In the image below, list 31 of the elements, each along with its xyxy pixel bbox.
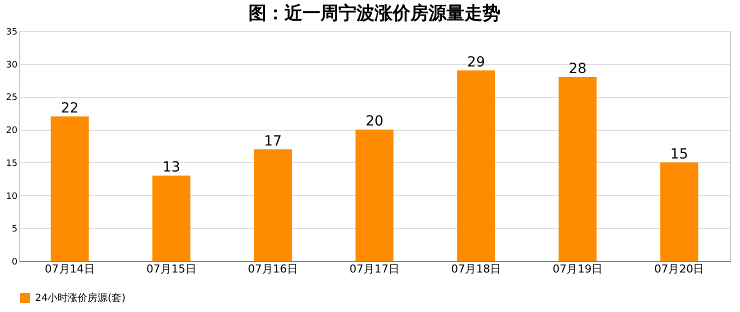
bar (50, 116, 89, 261)
data-label: 28 (568, 61, 587, 77)
y-tick-label: 5 (12, 224, 18, 235)
bar (660, 162, 698, 261)
data-label: 15 (670, 146, 688, 162)
y-tick-label: 20 (6, 126, 18, 136)
y-tick-label: 15 (6, 158, 18, 169)
bar (457, 70, 496, 261)
data-label: 17 (264, 133, 282, 150)
bar (558, 77, 597, 261)
x-tick-label: 07月17日 (350, 262, 400, 276)
y-tick-label: 25 (6, 93, 18, 104)
data-label: 22 (60, 100, 79, 116)
x-tick-label: 07月14日 (44, 262, 95, 276)
data-label: 29 (467, 54, 485, 70)
x-tick-label: 07月18日 (451, 262, 502, 276)
y-tick-label: 0 (12, 258, 18, 268)
bar (152, 176, 190, 261)
data-label: 20 (366, 114, 384, 130)
x-tick-label: 07月16日 (248, 262, 298, 276)
bar (356, 130, 394, 261)
legend-label: 24小时涨价房源(套) (35, 292, 126, 304)
x-tick-label: 07月20日 (654, 262, 704, 276)
y-tick-label: 30 (6, 60, 18, 70)
y-tick-label: 10 (6, 192, 18, 202)
bar (254, 149, 292, 261)
data-label: 13 (162, 160, 180, 176)
chart-title: 图：近一周宁波涨价房源量走势 (248, 3, 500, 24)
y-tick-label: 35 (6, 28, 18, 38)
x-tick-label: 07月15日 (146, 262, 196, 276)
x-tick-label: 07月19日 (552, 262, 603, 276)
